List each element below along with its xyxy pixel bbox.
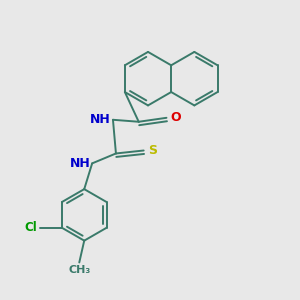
Text: O: O (170, 111, 181, 124)
Text: Cl: Cl (24, 221, 37, 234)
Text: S: S (148, 144, 157, 157)
Text: NH: NH (69, 157, 90, 170)
Text: CH₃: CH₃ (68, 266, 90, 275)
Text: NH: NH (90, 113, 111, 126)
